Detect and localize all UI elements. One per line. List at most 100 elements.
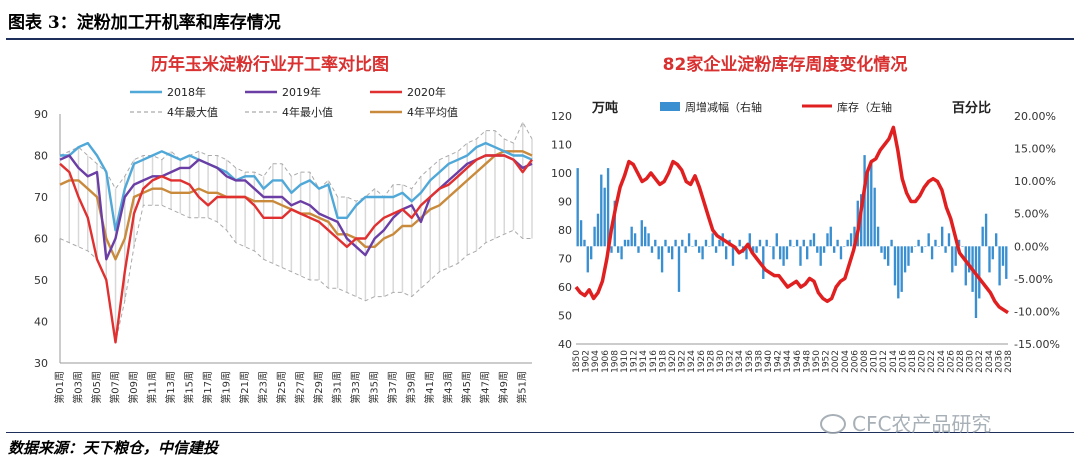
x-tick-label: 1926: [697, 350, 707, 373]
change-bar: [671, 246, 674, 260]
change-bar: [586, 246, 589, 273]
x-tick-label: 2004: [841, 350, 851, 373]
change-bar: [725, 246, 728, 260]
x-tick-label: 第37周: [386, 371, 399, 404]
x-tick-label: 第47周: [479, 371, 492, 404]
change-bar: [789, 239, 792, 247]
x-tick-label: 第17周: [201, 371, 214, 404]
y-tick-label-right: 0.00%: [1014, 240, 1049, 253]
change-bar: [1001, 246, 1005, 266]
legend-label: 4年最小值: [282, 105, 333, 119]
figure-header: 图表 3：淀粉加工开机率和库存情况: [0, 0, 1080, 40]
change-bar: [768, 246, 772, 247]
chart-title: 历年玉米淀粉行业开工率对比图: [151, 54, 389, 75]
change-bar: [667, 246, 670, 253]
change-bar: [947, 233, 951, 247]
change-bar: [981, 226, 984, 247]
change-bar: [900, 246, 903, 292]
change-bar: [816, 246, 819, 253]
change-bar: [968, 246, 971, 273]
change-bar: [633, 233, 637, 247]
change-bar: [920, 246, 924, 253]
change-bar: [802, 239, 805, 247]
x-tick-label: 1946: [793, 350, 803, 373]
change-bar: [762, 246, 765, 279]
x-tick-label: 1942: [774, 350, 784, 373]
change-bar: [637, 246, 640, 253]
y-tick-label: 50: [34, 274, 48, 287]
change-bar: [995, 233, 998, 247]
change-bar: [873, 187, 876, 247]
x-tick-label: 第33周: [349, 371, 362, 404]
change-bar: [718, 239, 721, 247]
x-tick-label: 第07周: [109, 371, 122, 404]
chart-title: 82家企业淀粉库存周度变化情况: [663, 54, 908, 75]
y-tick-label-left: 120: [551, 110, 572, 123]
change-bar: [806, 246, 809, 260]
x-tick-label: 2038: [1004, 350, 1014, 373]
series-line-5: [59, 204, 532, 343]
change-bar: [998, 246, 1001, 286]
x-tick-label: 2026: [946, 350, 956, 373]
change-bar: [745, 246, 748, 260]
change-bar: [839, 246, 843, 260]
change-bar: [978, 246, 981, 299]
x-tick-label: 2020: [918, 350, 928, 373]
y-tick-label-left: 50: [558, 310, 572, 323]
change-bar: [704, 239, 708, 247]
x-tick-label: 1928: [706, 350, 716, 373]
y-tick-label: 40: [34, 316, 48, 329]
x-tick-label: 2024: [937, 350, 947, 373]
change-bar: [772, 246, 775, 260]
change-bar: [910, 246, 913, 253]
x-tick-label: 1950: [812, 350, 822, 373]
x-tick-label: 第01周: [53, 371, 66, 404]
x-tick-label: 1934: [735, 350, 745, 373]
x-tick-label: 第49周: [497, 371, 510, 404]
watermark: CFC农产品研究: [820, 408, 991, 437]
source-note: 数据来源：天下粮仓，中信建投: [8, 439, 219, 457]
change-bar: [897, 246, 900, 299]
change-bar: [785, 246, 789, 260]
change-bar: [711, 233, 714, 247]
x-tick-label: 2028: [956, 350, 966, 373]
legend-label: 库存（左轴: [837, 100, 892, 114]
legend-label: 2020年: [407, 85, 446, 99]
change-bar: [907, 246, 910, 266]
change-bar: [819, 246, 822, 266]
x-tick-label: 1914: [639, 350, 649, 373]
x-tick-label: 第15周: [183, 371, 196, 404]
x-tick-label: 1904: [591, 350, 601, 373]
x-tick-label: 1918: [658, 350, 668, 373]
change-bar: [687, 233, 691, 247]
change-bar: [890, 239, 893, 247]
change-bar: [812, 233, 816, 247]
change-bar: [775, 233, 778, 247]
x-tick-label: 第13周: [164, 371, 177, 404]
x-tick-label: 2016: [898, 350, 908, 373]
y-tick-label-left: 90: [558, 196, 572, 209]
change-bar: [870, 161, 873, 247]
change-bar: [799, 246, 802, 266]
x-tick-label: 1930: [716, 350, 726, 373]
x-tick-label: 2022: [927, 350, 937, 373]
change-bar: [610, 246, 613, 253]
x-tick-label: 第31周: [331, 371, 344, 404]
change-bar: [991, 246, 994, 260]
left-chart: 历年玉米淀粉行业开工率对比图 30 40 50 60 70 80 90 2018年 2019年 20…: [34, 54, 533, 404]
bottom-rule: [6, 432, 1074, 433]
y-tick-label-right: 5.00%: [1014, 208, 1049, 221]
wechat-icon: [820, 413, 846, 434]
change-bar: [684, 246, 687, 253]
x-tick-label: 第29周: [312, 371, 325, 404]
change-bar: [640, 220, 643, 247]
change-bar: [654, 239, 657, 247]
x-tick-label: 1944: [783, 350, 793, 373]
change-bar: [782, 246, 785, 266]
x-tick-label: 2036: [994, 350, 1004, 373]
change-bar: [988, 246, 991, 273]
y-tick-label-right: 10.00%: [1014, 175, 1056, 188]
change-bar: [866, 168, 870, 247]
change-bar: [893, 246, 897, 286]
